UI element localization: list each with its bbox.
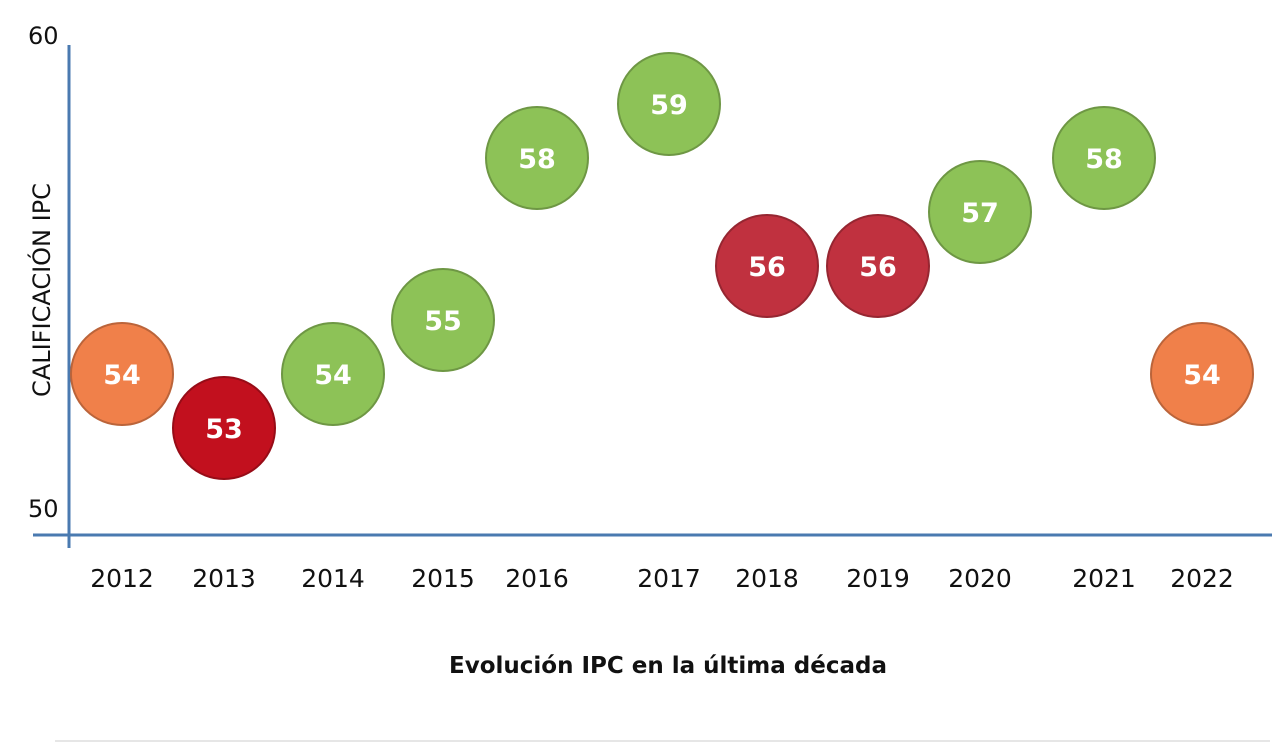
bubble-2018 bbox=[715, 214, 819, 318]
bubble-2022 bbox=[1150, 322, 1254, 426]
x-tick-2016: 2016 bbox=[505, 564, 569, 593]
x-tick-2012: 2012 bbox=[90, 564, 154, 593]
bubble-2012 bbox=[70, 322, 174, 426]
data-label-2018: 56 bbox=[748, 252, 786, 283]
y-tick-50: 50 bbox=[28, 495, 59, 523]
y-axis-label: CALIFICACIÓN IPC bbox=[26, 183, 56, 397]
data-label-2021: 58 bbox=[1085, 144, 1123, 175]
x-tick-2015: 2015 bbox=[411, 564, 475, 593]
x-tick-2014: 2014 bbox=[301, 564, 365, 593]
data-label-2012: 54 bbox=[103, 360, 141, 391]
x-tick-2018: 2018 bbox=[735, 564, 799, 593]
bubble-2014 bbox=[281, 322, 385, 426]
data-label-2016: 58 bbox=[518, 144, 556, 175]
bubble-2015 bbox=[391, 268, 495, 372]
bubble-2020 bbox=[928, 160, 1032, 264]
data-label-2013: 53 bbox=[205, 414, 243, 445]
bubble-2017 bbox=[617, 52, 721, 156]
y-tick-60: 60 bbox=[28, 22, 59, 50]
x-tick-2013: 2013 bbox=[192, 564, 256, 593]
bubble-2013 bbox=[172, 376, 276, 480]
x-tick-2020: 2020 bbox=[948, 564, 1012, 593]
data-label-2019: 56 bbox=[859, 252, 897, 283]
x-tick-2019: 2019 bbox=[846, 564, 910, 593]
x-tick-2017: 2017 bbox=[637, 564, 701, 593]
chart-title: Evolución IPC en la última década bbox=[449, 653, 887, 679]
data-label-2020: 57 bbox=[961, 198, 999, 229]
data-label-2014: 54 bbox=[314, 360, 352, 391]
x-tick-2022: 2022 bbox=[1170, 564, 1234, 593]
data-label-2017: 59 bbox=[650, 90, 688, 121]
bubble-2021 bbox=[1052, 106, 1156, 210]
bubble-2019 bbox=[826, 214, 930, 318]
data-label-2022: 54 bbox=[1183, 360, 1221, 391]
data-label-2015: 55 bbox=[424, 306, 462, 337]
bubble-2016 bbox=[485, 106, 589, 210]
x-tick-2021: 2021 bbox=[1072, 564, 1136, 593]
